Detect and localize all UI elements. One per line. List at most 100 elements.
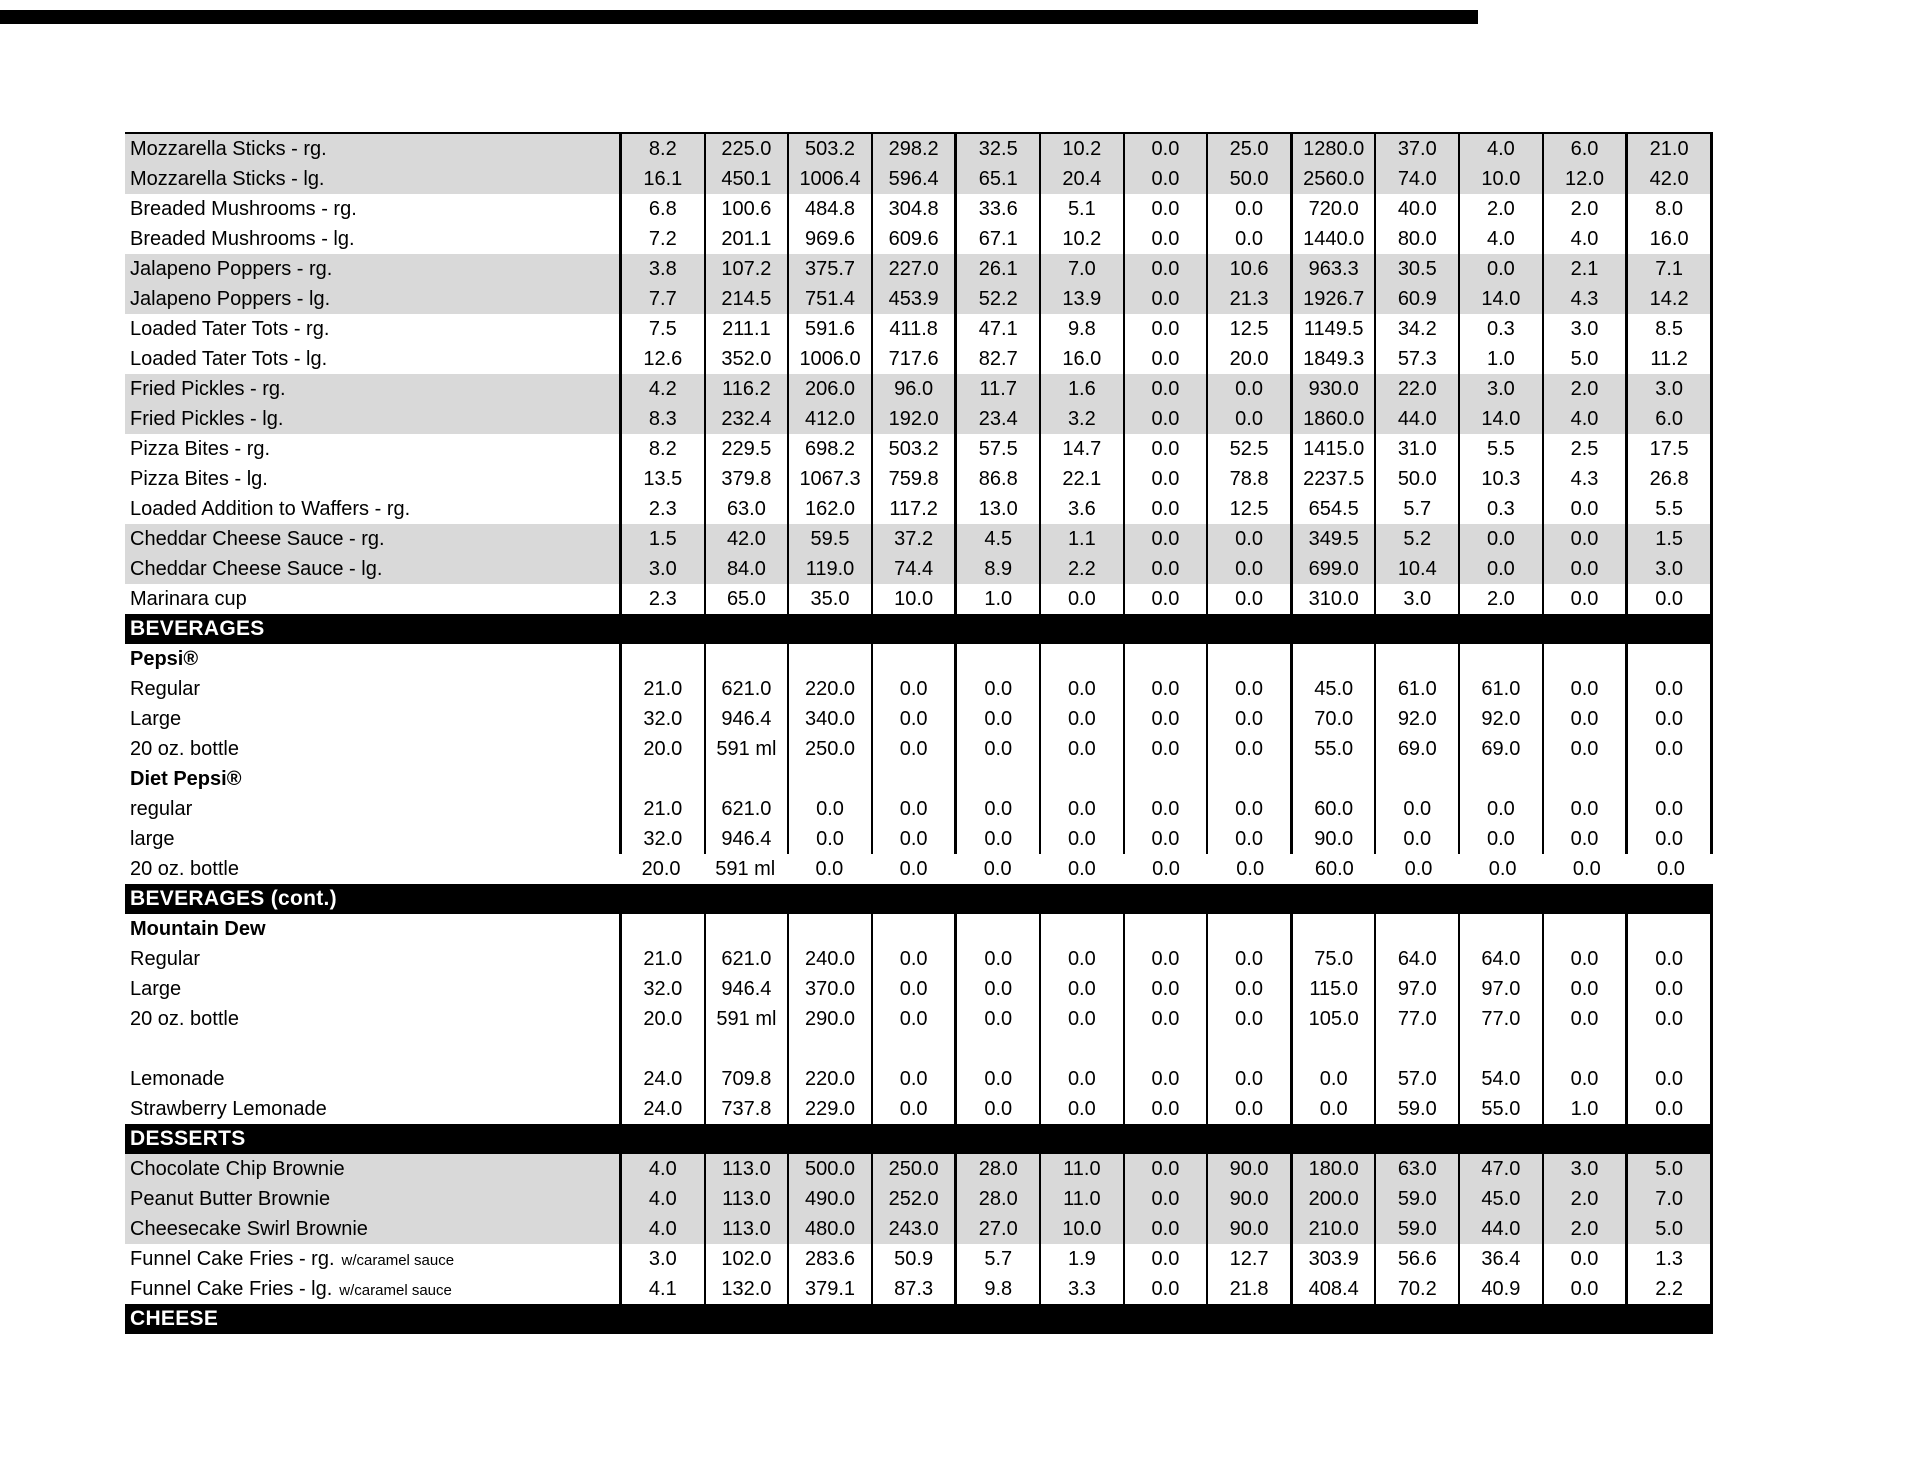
value-cell: 201.1 xyxy=(703,224,788,254)
value-cell: 0.0 xyxy=(1122,704,1207,734)
value-cell: 225.0 xyxy=(703,134,788,164)
value-cell: 60.0 xyxy=(1289,794,1375,824)
value-cell: 0.0 xyxy=(1122,794,1207,824)
value-cell: 60.9 xyxy=(1374,284,1458,314)
value-cell xyxy=(870,914,955,944)
value-cell: 0.0 xyxy=(954,1064,1039,1094)
item-name: 20 oz. bottle xyxy=(130,858,239,880)
value-cell: 591 ml xyxy=(703,1004,788,1034)
item-name-cell: 20 oz. bottle xyxy=(125,734,619,764)
value-cell: 11.0 xyxy=(1039,1154,1123,1184)
value-cell: 0.0 xyxy=(1458,794,1542,824)
value-cell: 119.0 xyxy=(787,554,871,584)
item-name: Lemonade xyxy=(130,1068,225,1090)
value-cell xyxy=(1458,1034,1542,1064)
value-cell: 699.0 xyxy=(1289,554,1375,584)
value-cell: 0.0 xyxy=(1404,858,1433,880)
table-row: Mozzarella Sticks - rg. 8.2 225.0 503.2 298.… xyxy=(125,134,1713,164)
value-cell: 3.2 xyxy=(1039,404,1123,434)
value-cell: 759.8 xyxy=(870,464,955,494)
value-cell: 370.0 xyxy=(787,974,871,1004)
value-cell xyxy=(1289,1034,1375,1064)
value-cell: 0.0 xyxy=(870,974,955,1004)
value-cell: 349.5 xyxy=(1289,524,1375,554)
item-name-cell: Funnel Cake Fries - lg. w/caramel sauce xyxy=(125,1274,619,1304)
value-cell xyxy=(787,764,871,794)
item-name: Funnel Cake Fries - lg. xyxy=(130,1278,333,1300)
value-cell: 0.0 xyxy=(1206,704,1290,734)
value-cell: 698.2 xyxy=(787,434,871,464)
value-cell: 963.3 xyxy=(1289,254,1375,284)
value-cell xyxy=(1625,1034,1713,1064)
value-cell xyxy=(1206,644,1290,674)
value-cell: 0.0 xyxy=(1122,824,1207,854)
value-cell: 214.5 xyxy=(703,284,788,314)
value-cell: 23.4 xyxy=(954,404,1039,434)
value-cell: 1849.3 xyxy=(1289,344,1375,374)
value-cell: 0.0 xyxy=(1541,1244,1626,1274)
value-cell: 32.5 xyxy=(954,134,1039,164)
value-cell: 17.5 xyxy=(1625,434,1713,464)
value-cell: 1415.0 xyxy=(1289,434,1375,464)
item-name: Pizza Bites - rg. xyxy=(130,438,271,460)
value-cell xyxy=(1541,1034,1626,1064)
value-cell: 5.0 xyxy=(1625,1154,1713,1184)
value-cell: 26.8 xyxy=(1625,464,1713,494)
value-cell: 621.0 xyxy=(703,794,788,824)
value-cell: 0.0 xyxy=(1541,734,1626,764)
item-name-cell: Cheddar Cheese Sauce - rg. xyxy=(125,524,619,554)
section-header-label: DESSERTS xyxy=(130,1127,246,1150)
value-cell: 90.0 xyxy=(1206,1184,1290,1214)
value-cell: 90.0 xyxy=(1206,1154,1290,1184)
value-cell xyxy=(870,1034,955,1064)
value-cell: 0.0 xyxy=(1206,374,1290,404)
value-cell: 116.2 xyxy=(703,374,788,404)
value-cell xyxy=(1122,644,1207,674)
value-cell: 0.0 xyxy=(1122,374,1207,404)
value-cell: 0.0 xyxy=(1625,584,1713,614)
value-cell xyxy=(1122,914,1207,944)
value-cell: 13.5 xyxy=(619,464,704,494)
item-name-cell: Large xyxy=(125,704,619,734)
value-cell: 0.0 xyxy=(1122,524,1207,554)
value-cell: 42.0 xyxy=(1625,164,1713,194)
value-cell: 250.0 xyxy=(787,734,871,764)
value-cell: 2.5 xyxy=(1541,434,1626,464)
table-row: Fried Pickles - rg. 4.2 116.2 206.0 96.0 11.7… xyxy=(125,374,1713,404)
value-cell: 65.1 xyxy=(954,164,1039,194)
value-cell: 20.0 xyxy=(619,734,704,764)
value-cell: 47.0 xyxy=(1458,1154,1542,1184)
value-cell xyxy=(703,764,788,794)
value-cell: 7.7 xyxy=(619,284,704,314)
value-cell: 0.0 xyxy=(1122,194,1207,224)
value-cell: 0.0 xyxy=(1122,944,1207,974)
value-cell xyxy=(703,914,788,944)
value-cell: 20.4 xyxy=(1039,164,1123,194)
item-name: Peanut Butter Brownie xyxy=(130,1188,331,1210)
brand-subheader-row: Diet Pepsi® xyxy=(125,764,1713,794)
value-cell: 0.3 xyxy=(1458,494,1542,524)
value-cell: 709.8 xyxy=(703,1064,788,1094)
value-cell: 1.6 xyxy=(1039,374,1123,404)
value-cell: 63.0 xyxy=(1374,1154,1458,1184)
item-name: Breaded Mushrooms - rg. xyxy=(130,198,357,220)
value-cell: 21.3 xyxy=(1206,284,1290,314)
value-cell: 0.0 xyxy=(1039,1094,1123,1124)
value-cell xyxy=(703,1034,788,1064)
value-cell: 0.0 xyxy=(1625,1094,1713,1124)
value-cell: 7.1 xyxy=(1625,254,1713,284)
value-cell: 484.8 xyxy=(787,194,871,224)
value-cell: 0.0 xyxy=(1541,554,1626,584)
value-cell: 70.0 xyxy=(1289,704,1375,734)
value-cell: 379.8 xyxy=(703,464,788,494)
value-cell: 6.0 xyxy=(1625,404,1713,434)
value-cell: 6.8 xyxy=(619,194,704,224)
value-cell: 59.0 xyxy=(1374,1214,1458,1244)
value-cell: 74.4 xyxy=(870,554,955,584)
value-cell: 27.0 xyxy=(954,1214,1039,1244)
value-cell: 86.8 xyxy=(954,464,1039,494)
value-cell: 450.1 xyxy=(703,164,788,194)
table-row: Funnel Cake Fries - lg. w/caramel sauce 4.… xyxy=(125,1274,1713,1304)
section-header-row: BEVERAGES xyxy=(125,614,1713,644)
value-cell: 3.0 xyxy=(1541,1154,1626,1184)
